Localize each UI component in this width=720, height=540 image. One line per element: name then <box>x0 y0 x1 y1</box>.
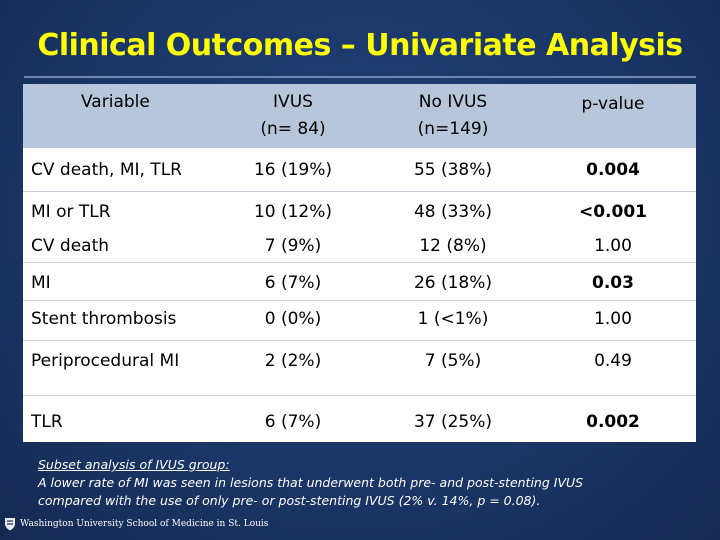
footnote-heading: Subset analysis of IVUS group: <box>38 457 230 472</box>
row-variable: Periprocedural MI <box>31 351 180 371</box>
row-ivus: 10 (12%) <box>253 202 333 222</box>
row-divider <box>23 262 696 263</box>
row-divider <box>23 340 696 341</box>
header-ivus-label: IVUS <box>273 92 313 112</box>
footnote-line: A lower rate of MI was seen in lesions t… <box>38 475 584 490</box>
row-p-value: 0.03 <box>592 273 634 293</box>
university-name: Washington University School of Medicine… <box>20 519 269 529</box>
row-divider <box>23 191 696 192</box>
row-no-ivus: 48 (33%) <box>413 202 493 222</box>
row-variable: CV death <box>31 236 110 256</box>
shield-icon <box>5 518 15 531</box>
footnote-line: compared with the use of only pre- or po… <box>38 493 541 508</box>
row-p-value: 0.002 <box>586 412 640 432</box>
row-ivus: 6 (7%) <box>264 412 322 432</box>
row-divider <box>23 300 696 301</box>
row-no-ivus: 12 (8%) <box>419 236 487 256</box>
row-ivus: 16 (19%) <box>253 160 333 180</box>
row-variable: Stent thrombosis <box>31 309 177 329</box>
row-p-value: 0.004 <box>586 160 640 180</box>
row-no-ivus: 37 (25%) <box>413 412 493 432</box>
row-p-value: 1.00 <box>594 236 632 256</box>
slide-title: Clinical Outcomes – Univariate Analysis <box>37 28 683 63</box>
header-p-value: p-value <box>581 94 645 114</box>
row-variable: MI or TLR <box>31 202 111 222</box>
header-no-ivus-count: (n=149) <box>417 119 489 139</box>
row-divider <box>23 395 696 396</box>
row-no-ivus: 26 (18%) <box>413 273 493 293</box>
row-no-ivus: 7 (5%) <box>424 351 482 371</box>
header-ivus-count: (n= 84) <box>260 119 326 139</box>
row-variable: CV death, MI, TLR <box>31 160 182 180</box>
row-ivus: 0 (0%) <box>264 309 322 329</box>
university-logo: Washington University School of Medicine… <box>4 514 304 534</box>
row-no-ivus: 55 (38%) <box>413 160 493 180</box>
footnote: Subset analysis of IVUS group: A lower r… <box>38 456 710 510</box>
row-ivus: 6 (7%) <box>264 273 322 293</box>
header-variable: Variable <box>81 92 150 112</box>
outcomes-table: Variable IVUS (n= 84) No IVUS (n=149) p-… <box>23 84 696 442</box>
row-ivus: 2 (2%) <box>264 351 322 371</box>
row-variable: MI <box>31 273 51 293</box>
header-no-ivus-label: No IVUS <box>418 92 488 112</box>
title-divider <box>24 76 696 78</box>
row-ivus: 7 (9%) <box>264 236 322 256</box>
row-variable: TLR <box>31 412 63 432</box>
row-p-value: 1.00 <box>594 309 632 329</box>
row-p-value: 0.49 <box>594 351 632 371</box>
table-header-band <box>23 84 696 148</box>
row-no-ivus: 1 (<1%) <box>417 309 489 329</box>
row-p-value: <0.001 <box>578 202 648 222</box>
